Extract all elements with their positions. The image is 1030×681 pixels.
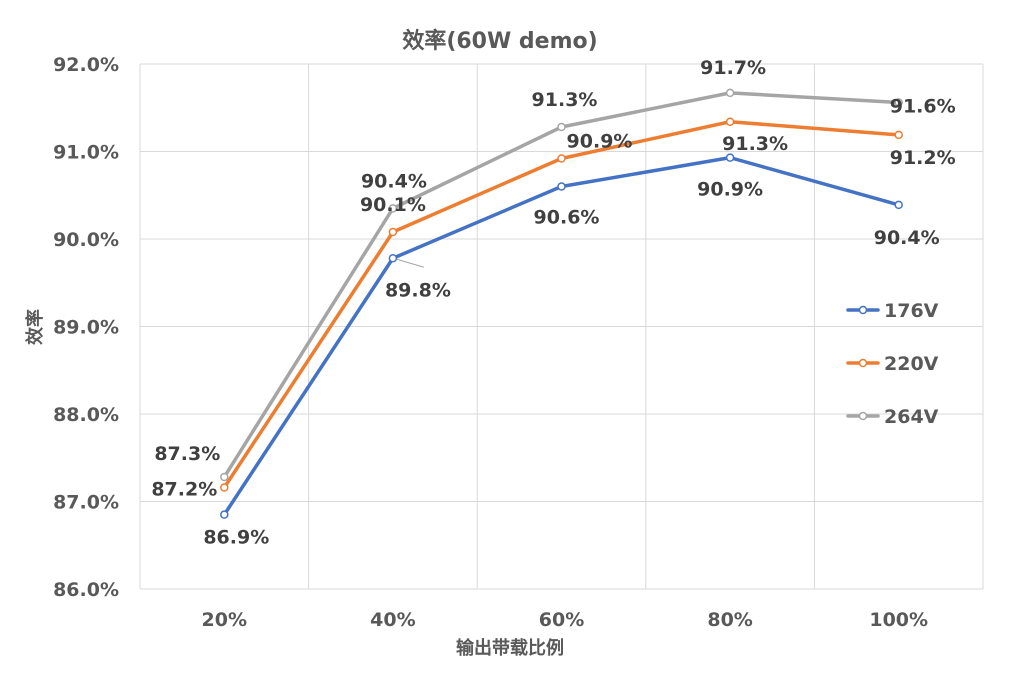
x-tick-label: 20%	[202, 609, 247, 631]
data-label: 91.7%	[700, 57, 766, 79]
x-tick-label: 40%	[370, 609, 415, 631]
data-label: 91.6%	[890, 96, 956, 118]
y-tick-label: 92.0%	[53, 54, 119, 76]
data-label: 86.9%	[203, 527, 269, 549]
data-point	[220, 510, 229, 519]
y-tick-label: 88.0%	[53, 404, 119, 426]
legend: 176V 220V 264V	[846, 300, 939, 428]
y-tick-label: 90.0%	[53, 229, 119, 251]
legend-label: 220V	[884, 353, 939, 375]
legend-swatch-marker	[858, 411, 868, 421]
data-point	[388, 254, 398, 263]
data-point	[388, 227, 398, 237]
legend-label: 264V	[884, 406, 939, 428]
data-label: 90.9%	[567, 131, 633, 153]
data-labels: 86.9% 89.8% 90.6% 90.9% 90.4% 87.2% 90.1% 90.9%…	[151, 57, 955, 549]
data-point	[894, 98, 903, 107]
data-label: 87.2%	[151, 479, 217, 501]
x-tick-label: 100%	[869, 609, 928, 631]
data-point	[725, 88, 735, 98]
data-label: 90.1%	[360, 194, 426, 216]
data-label: 91.2%	[890, 147, 956, 169]
data-point	[557, 154, 566, 163]
grid-lines	[139, 63, 984, 590]
y-axis-tick-labels: 92.0% 91.0% 90.0% 89.0% 88.0% 87.0% 86.0%	[53, 54, 119, 601]
data-point	[388, 204, 398, 213]
legend-swatch-marker	[858, 305, 868, 315]
data-point	[557, 182, 566, 191]
x-tick-label: 80%	[707, 609, 752, 631]
data-point	[894, 130, 903, 140]
data-label-leader-line	[396, 258, 425, 268]
data-label: 89.8%	[385, 279, 451, 301]
data-label: 87.3%	[154, 443, 220, 465]
data-label: 90.9%	[697, 179, 763, 201]
x-axis-title: 输出带载比例	[456, 637, 564, 659]
y-tick-label: 87.0%	[53, 492, 119, 514]
data-label: 90.4%	[361, 170, 427, 192]
x-tick-label: 60%	[539, 609, 584, 631]
x-axis-tick-labels: 20% 40% 60% 80% 100%	[202, 609, 928, 631]
data-point	[725, 117, 735, 126]
data-point	[220, 472, 229, 482]
chart-title: 效率(60W demo)	[402, 28, 597, 54]
data-label: 90.4%	[874, 227, 940, 249]
data-point	[725, 153, 735, 162]
y-tick-label: 89.0%	[53, 317, 119, 339]
data-label: 91.3%	[722, 133, 788, 155]
y-axis-title: 效率	[24, 309, 46, 345]
y-tick-label: 86.0%	[53, 579, 119, 601]
data-point	[557, 122, 566, 132]
data-point	[894, 200, 903, 210]
legend-swatch-marker	[858, 358, 868, 368]
data-point	[220, 483, 229, 492]
data-label: 90.6%	[534, 207, 600, 229]
data-label: 91.3%	[532, 89, 598, 111]
legend-label: 176V	[884, 300, 939, 322]
y-tick-label: 91.0%	[53, 142, 119, 164]
series-points	[220, 88, 903, 519]
